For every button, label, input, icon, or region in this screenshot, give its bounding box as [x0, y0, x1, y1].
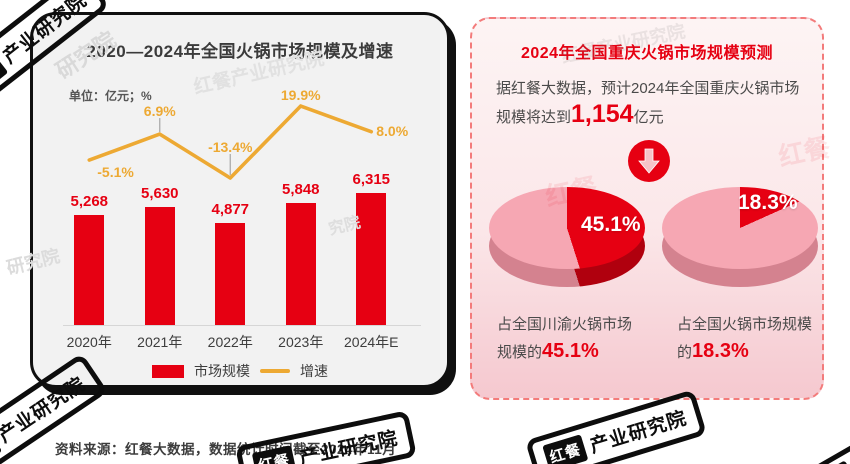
stamp-text: 产业研究院	[297, 428, 401, 464]
growth-value-label: 8.0%	[376, 122, 409, 139]
growth-line	[87, 104, 374, 180]
bar-value-label: 5,848	[281, 181, 320, 198]
legend-line-swatch	[260, 369, 290, 373]
bar-2023年	[285, 203, 316, 325]
bar-value-label: 4,877	[211, 201, 250, 218]
bar-2024年E	[356, 193, 387, 325]
forecast-text: 据红餐大数据，预计2024年全国重庆火锅市场规模将达到1,154亿元	[496, 77, 808, 131]
bar-2020年	[74, 215, 105, 325]
forecast-value: 1,154	[571, 99, 634, 128]
stamp-logo: 红餐	[810, 460, 850, 464]
growth-value-label: 6.9%	[143, 103, 176, 120]
bar-2021年	[144, 207, 175, 325]
pie1-caption: 占全国川渝火锅市场 规模的45.1%	[497, 313, 662, 367]
growth-value-label: -13.4%	[208, 139, 253, 155]
unit-label: 单位：亿元；%	[69, 89, 152, 103]
growth-polyline	[87, 104, 374, 180]
pie2-top	[662, 187, 818, 269]
legend-bar-swatch	[152, 364, 184, 378]
x-axis-label: 2021年	[137, 334, 183, 350]
pie1-caption-line1: 占全国川渝火锅市场	[497, 316, 633, 333]
bar-2022年	[215, 223, 246, 325]
national-hotpot-chart-card: 2020—2024年全国火锅市场规模及增速 单位：亿元；% 5,268 2020年…	[30, 12, 450, 388]
pie2-caption-value: 18.3%	[692, 340, 749, 363]
bar-value-label: 5,268	[70, 193, 109, 210]
pie-sichuan-chongqing-share: 45.1%	[489, 187, 645, 287]
left-chart-title: 2020—2024年全国火锅市场规模及增速	[86, 42, 394, 61]
x-axis-label: 2020年	[66, 334, 112, 350]
stamp-logo: 红餐	[251, 445, 297, 464]
legend-line-label: 增速	[300, 363, 328, 379]
pie2-caption: 占全国火锅市场规模 的18.3%	[677, 313, 827, 367]
x-axis-label: 2024年E	[344, 334, 399, 350]
down-arrow-icon	[628, 140, 670, 182]
growth-value-label: -5.1%	[97, 164, 134, 181]
x-axis-line	[63, 325, 421, 326]
bar-line-plot: 5,268 2020年 5,630 2021年 4,877 2022年 5,848 2023年…	[33, 15, 447, 385]
watermark-stamp: 红餐 产业研究院	[792, 391, 850, 464]
bar-value-label: 6,315	[352, 171, 391, 188]
stamp-text: 产业研究院	[587, 408, 690, 458]
pie1-caption-prefix: 规模的	[497, 344, 543, 362]
pie-national-share: 18.3%	[662, 187, 818, 287]
watermark-stamp: 红餐 产业研究院	[524, 389, 708, 464]
pie2-value-label: 18.3%	[738, 191, 798, 214]
source-note: 资料来源：红餐大数据，数据统计时间截至2024年11月	[55, 442, 397, 457]
pie1-value-label: 45.1%	[581, 213, 641, 236]
right-card-title: 2024年全国重庆火锅市场规模预测	[520, 45, 774, 62]
forecast-text-prefix: 据红餐大数据，预计2024年全国重庆火锅市场规模将达到	[496, 80, 800, 126]
stamp-logo: 红餐	[542, 434, 589, 464]
stamp-text: 产业研究院	[0, 373, 90, 447]
chart-legend: 市场规模 增速	[33, 361, 447, 381]
forecast-text-suffix: 亿元	[633, 108, 664, 126]
bar-value-label: 5,630	[140, 185, 179, 202]
pie2-caption-prefix: 的	[677, 344, 693, 362]
legend-bar-label: 市场规模	[194, 363, 250, 379]
pie1-caption-value: 45.1%	[542, 340, 599, 363]
x-axis-label: 2022年	[207, 334, 253, 350]
pie1-top	[489, 187, 645, 269]
pie2-caption-line1: 占全国火锅市场规模	[677, 316, 813, 333]
x-axis-label: 2023年	[278, 334, 324, 350]
chongqing-forecast-card: 2024年全国重庆火锅市场规模预测 据红餐大数据，预计2024年全国重庆火锅市场…	[470, 17, 824, 400]
growth-value-label: 19.9%	[280, 87, 321, 103]
